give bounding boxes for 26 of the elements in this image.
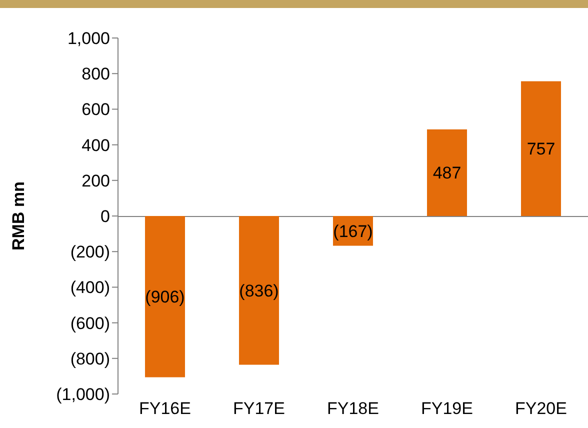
x-tick-label: FY17E bbox=[233, 399, 285, 418]
y-tick-label: 200 bbox=[82, 171, 110, 190]
bar bbox=[427, 129, 467, 216]
data-label: 757 bbox=[526, 140, 556, 159]
y-tick-label: (600) bbox=[70, 314, 110, 333]
y-tick-label: (1,000) bbox=[56, 385, 110, 404]
y-tick-label: 0 bbox=[100, 207, 110, 226]
x-tick-label: FY19E bbox=[421, 399, 473, 418]
data-label: (906) bbox=[145, 288, 185, 307]
data-label: (167) bbox=[333, 222, 373, 241]
x-tick-label: FY18E bbox=[327, 399, 379, 418]
y-tick-label: 400 bbox=[82, 136, 110, 155]
y-axis-title: RMB mn bbox=[9, 182, 28, 250]
bar bbox=[521, 81, 561, 216]
data-label: 487 bbox=[432, 164, 462, 183]
data-label: (836) bbox=[239, 281, 279, 300]
x-tick-label: FY16E bbox=[139, 399, 191, 418]
y-tick-label: (800) bbox=[70, 349, 110, 368]
y-tick-label: 600 bbox=[82, 100, 110, 120]
x-tick-label: FY20E bbox=[515, 399, 567, 418]
y-tick-label: 800 bbox=[82, 64, 110, 84]
y-tick-label: 1,000 bbox=[67, 29, 110, 48]
y-tick-label: (200) bbox=[70, 242, 110, 262]
bar bbox=[145, 216, 185, 378]
bar bbox=[239, 216, 279, 365]
y-tick-label: (400) bbox=[70, 278, 110, 298]
